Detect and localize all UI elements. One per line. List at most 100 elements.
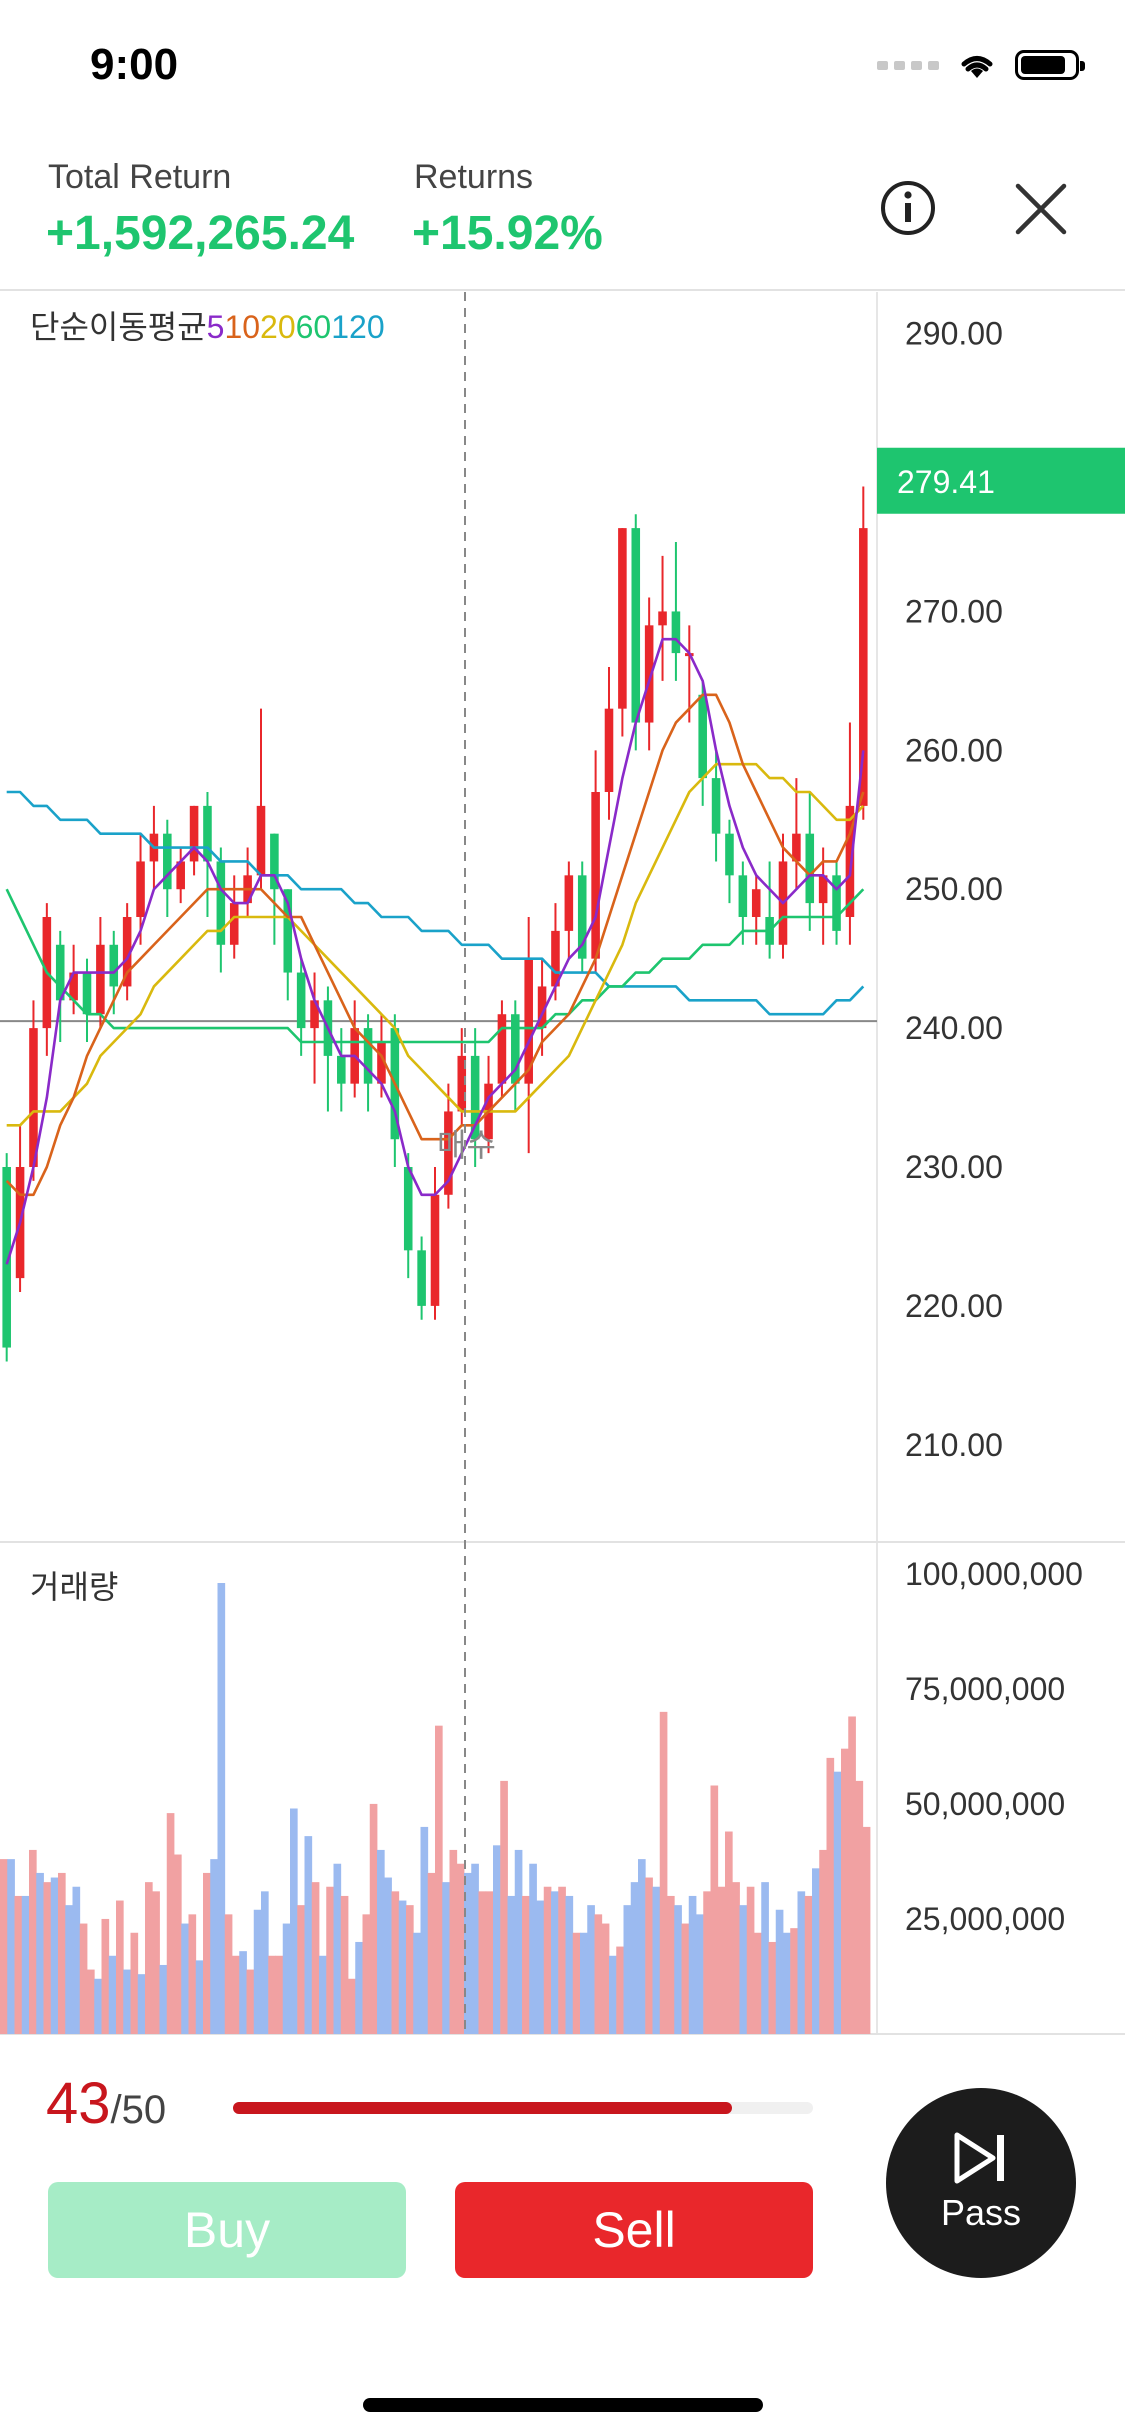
pass-label: Pass — [940, 2192, 1022, 2233]
volume-bar — [862, 1826, 871, 2034]
candle-body — [644, 625, 654, 723]
buy-button[interactable]: Buy — [48, 2182, 406, 2278]
volume-bar — [326, 1886, 334, 2034]
candle-body — [82, 972, 92, 1015]
cellular-signal-icon — [877, 60, 939, 70]
candle-body — [551, 930, 560, 987]
price-pane: 290.00 270.00 260.00 250.00 240.00 230.00 220.… — [0, 309, 1125, 1463]
volume-bar — [406, 1905, 414, 2034]
info-icon[interactable] — [878, 178, 938, 238]
volume-bar — [688, 1895, 697, 2034]
candle-body — [671, 611, 681, 654]
volume-bar — [145, 1882, 153, 2034]
candle-body — [497, 1014, 507, 1084]
volume-bar — [21, 1895, 30, 2034]
volume-bar — [166, 1813, 175, 2034]
volume-bar — [768, 1941, 777, 2034]
volume-bar — [783, 1932, 791, 2034]
volume-bar — [181, 1923, 189, 2034]
volume-bar — [203, 1872, 211, 2034]
volume-bar — [29, 1849, 37, 2034]
candle-body — [296, 972, 306, 1029]
volume-bar — [572, 1932, 581, 2034]
round-counter: 43/50 — [46, 2070, 166, 2137]
volume-bar — [442, 1882, 450, 2034]
volume-bar — [159, 1964, 168, 2034]
sell-button[interactable]: Sell — [455, 2182, 813, 2278]
volume-bar — [282, 1923, 291, 2034]
volume-pane: 100,000,000 75,000,000 50,000,000 25,000,00… — [0, 1556, 1083, 2034]
volume-bar — [246, 1969, 255, 2034]
ma-legend-item: 120 — [331, 309, 384, 345]
volume-bar — [413, 1932, 421, 2034]
candle-body — [96, 944, 105, 1015]
candle-body — [189, 805, 199, 862]
moving-average-ma60 — [5, 888, 865, 1044]
volume-bar — [449, 1849, 458, 2034]
home-indicator — [363, 2398, 763, 2412]
price-tick-label: 250.00 — [905, 871, 1003, 907]
volume-bar — [232, 1955, 240, 2034]
volume-bar — [420, 1826, 429, 2034]
chart-overlay: 매수 — [437, 292, 496, 2034]
volume-bar — [427, 1872, 436, 2034]
volume-bar — [58, 1872, 66, 2034]
candle-body — [805, 833, 815, 904]
volume-bar — [464, 1872, 472, 2034]
volume-bar — [529, 1863, 537, 2034]
candle-body — [604, 708, 614, 792]
volume-bar — [696, 1914, 704, 2034]
price-tick-label: 240.00 — [905, 1010, 1003, 1046]
candle-body — [564, 875, 574, 931]
volume-bar — [630, 1882, 639, 2034]
price-tick-label: 270.00 — [905, 593, 1003, 629]
volume-bar — [174, 1854, 182, 2034]
moving-average-ma10 — [5, 693, 865, 1197]
volume-bar — [210, 1859, 218, 2034]
pass-button[interactable]: Pass — [886, 2088, 1076, 2278]
volume-bar — [340, 1895, 349, 2034]
volume-bar — [841, 1748, 849, 2034]
volume-bar — [123, 1969, 131, 2034]
volume-bar — [43, 1882, 52, 2034]
volume-bar — [493, 1845, 501, 2034]
candle-body — [29, 1028, 38, 1167]
close-icon[interactable] — [1014, 182, 1068, 236]
counter-current: 43 — [46, 2071, 111, 2136]
candle-body — [310, 1000, 319, 1029]
candle-body — [658, 611, 667, 626]
volume-bar — [297, 1905, 305, 2034]
price-tick-label: 230.00 — [905, 1149, 1003, 1185]
status-icons — [877, 50, 1085, 80]
volume-bar — [638, 1859, 646, 2034]
candle-body — [537, 986, 547, 1029]
volume-title: 거래량 — [30, 1569, 118, 1605]
stock-chart[interactable]: 290.00 270.00 260.00 250.00 240.00 230.00 220.… — [0, 292, 1125, 2035]
volume-bar — [804, 1895, 813, 2034]
volume-bar — [188, 1914, 197, 2034]
candle-body — [122, 917, 132, 987]
volume-bar — [94, 1978, 102, 2034]
candle-body — [2, 1167, 11, 1348]
volume-bar — [616, 1946, 624, 2034]
volume-bar — [304, 1836, 313, 2034]
candle-body — [417, 1250, 426, 1306]
volume-bar — [558, 1886, 566, 2034]
volume-bar — [833, 1771, 842, 2034]
volume-bar — [108, 1955, 117, 2034]
volume-bar — [471, 1863, 479, 2034]
volume-bar — [391, 1891, 400, 2034]
price-tick-label: 210.00 — [905, 1427, 1003, 1463]
header-divider — [0, 289, 1125, 291]
volume-bar — [551, 1891, 559, 2034]
candle-body — [270, 833, 279, 890]
volume-bar — [507, 1895, 516, 2034]
ma-legend-item: 5 — [207, 309, 225, 345]
volume-bar — [384, 1877, 392, 2034]
volume-bar — [290, 1808, 298, 2034]
moving-average-ma5 — [5, 637, 865, 1265]
candle-body — [818, 875, 828, 904]
ma-legend-item: 60 — [296, 309, 332, 345]
volume-bar — [50, 1877, 59, 2034]
candle-body — [738, 875, 748, 917]
